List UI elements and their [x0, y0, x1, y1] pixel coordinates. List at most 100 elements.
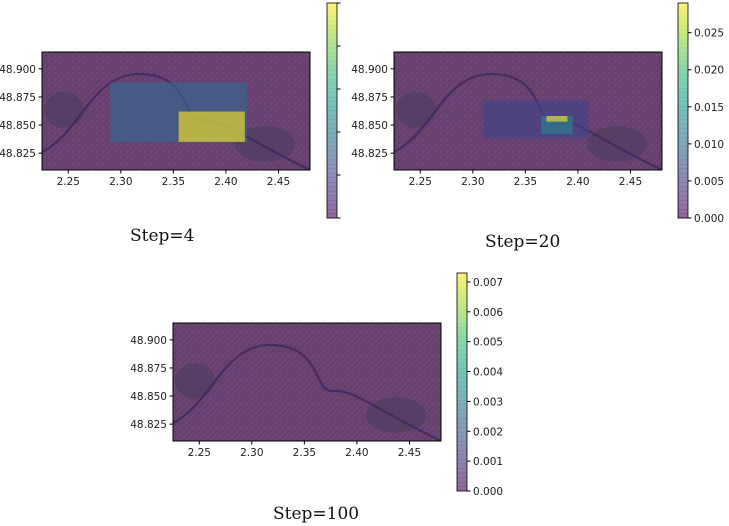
- y-tick-label: 48.875: [130, 363, 167, 375]
- colorbar-segment: [327, 88, 337, 93]
- colorbar-segment: [678, 3, 688, 8]
- colorbar-segment: [457, 427, 467, 433]
- colorbar-tick-label: 0.025: [694, 28, 724, 40]
- colorbar-segment: [457, 404, 467, 410]
- x-tick-label: 2.35: [293, 447, 316, 459]
- axes-frame: [172, 322, 442, 442]
- colorbar-segment: [327, 132, 337, 138]
- colorbar-segment: [457, 300, 467, 306]
- colorbar-segment: [327, 137, 337, 143]
- heat-cell: [546, 116, 568, 122]
- colorbar-segment: [678, 38, 688, 44]
- colorbar-segment: [457, 345, 467, 351]
- colorbar-segment: [327, 16, 337, 22]
- colorbar-tick-label: 0.010: [694, 139, 724, 151]
- colorbar-segment: [457, 359, 467, 365]
- colorbar-segment: [457, 413, 467, 419]
- colorbar-segment: [457, 395, 467, 401]
- colorbar-segment: [678, 195, 688, 201]
- map-background: [42, 52, 310, 170]
- colorbar-segment: [457, 350, 467, 356]
- x-tick-label: 2.45: [267, 176, 290, 188]
- colorbar-segment: [457, 304, 467, 310]
- heatmap-panel-step-4: 2.25 2.30 2.35 2.40 2.45 48.825 48.850 48.875 48…: [0, 2, 341, 219]
- river-line: [394, 72, 662, 170]
- colorbar-segment: [327, 106, 337, 111]
- colorbar-segment: [327, 141, 337, 147]
- colorbar-segment: [678, 65, 688, 71]
- colorbar-segment: [678, 43, 688, 49]
- colorbar-segment: [327, 155, 337, 161]
- colorbar-segment: [327, 200, 337, 205]
- colorbar-segment: [678, 20, 688, 26]
- colorbar-segment: [678, 177, 688, 183]
- x-tick-label: 2.35: [162, 176, 185, 188]
- heatmap-panel-step-20: 2.25 2.30 2.35 2.40 2.45 48.825 48.850 48.875 48…: [351, 2, 724, 225]
- colorbar-segment: [327, 43, 337, 49]
- colorbar-segment: [327, 182, 337, 187]
- colorbar-segment: [678, 119, 688, 125]
- colorbar-segment: [678, 155, 688, 161]
- park-area-west: [44, 92, 84, 128]
- colorbar-segment: [678, 146, 688, 152]
- colorbar-segment: [457, 332, 467, 337]
- colorbar-segment: [327, 110, 337, 116]
- colorbar-tick-label: 0.004: [473, 367, 503, 379]
- colorbar-segment: [457, 277, 467, 283]
- colorbar-segment: [678, 128, 688, 134]
- colorbar-segment: [327, 92, 337, 98]
- colorbar-segment: [457, 486, 467, 492]
- colorbar-segment: [678, 141, 688, 147]
- colorbar-segment: [678, 200, 688, 205]
- colorbar-segment: [327, 159, 337, 165]
- y-tick-label: 48.900: [351, 64, 388, 76]
- colorbar-segment: [457, 341, 467, 346]
- colorbar-segment: [457, 468, 467, 474]
- colorbar-tick-label: 0.000: [473, 486, 503, 498]
- colorbar-segment: [457, 459, 467, 465]
- colorbar-tick-label: 0.002: [473, 426, 503, 438]
- colorbar-segment: [327, 177, 337, 183]
- colorbar-segment: [678, 150, 688, 156]
- x-tick-label: 2.45: [619, 176, 642, 188]
- colorbar-segment: [327, 173, 337, 178]
- colorbar-segment: [678, 56, 688, 62]
- colorbar-segment: [327, 56, 337, 62]
- colorbar-segment: [457, 386, 467, 392]
- colorbar-segment: [678, 79, 688, 84]
- x-tick-label: 2.25: [57, 176, 80, 188]
- x-tick-label: 2.35: [514, 176, 537, 188]
- colorbar-segment: [327, 204, 337, 210]
- axes-frame: [393, 51, 663, 171]
- colorbar-segment: [678, 204, 688, 210]
- colorbar-segment: [678, 61, 688, 67]
- x-tick-label: 2.25: [409, 176, 432, 188]
- colorbar-segment: [457, 336, 467, 342]
- x-tick-label: 2.30: [109, 176, 132, 188]
- colorbar-segment: [678, 47, 688, 53]
- colorbar-tick-label: 0.006: [473, 307, 503, 319]
- colorbar-segment: [327, 168, 337, 174]
- colorbar-segment: [678, 52, 688, 58]
- colorbar-segment: [457, 286, 467, 292]
- colorbar-frame: [677, 2, 689, 219]
- colorbar-segment: [457, 454, 467, 460]
- colorbar-tick-label: 0.020: [694, 65, 724, 77]
- heatmap-panel-step-100: 2.25 2.30 2.35 2.40 2.45 48.825 48.850 48.875 48…: [130, 272, 503, 498]
- colorbar-segment: [678, 182, 688, 187]
- colorbar-segment: [327, 128, 337, 134]
- colorbar-segment: [678, 92, 688, 98]
- colorbar-segment: [457, 368, 467, 374]
- caption-step-4: Step=4: [130, 226, 195, 246]
- colorbar-segment: [327, 79, 337, 84]
- y-tick-label: 48.825: [351, 148, 388, 160]
- colorbar-segment: [327, 186, 337, 192]
- colorbar-segment: [327, 47, 337, 53]
- colorbar-segment: [678, 97, 688, 102]
- y-tick-label: 48.900: [130, 335, 167, 347]
- park-area-west: [175, 363, 215, 399]
- colorbar-segment: [327, 29, 337, 35]
- colorbar-tick-label: 0.015: [694, 102, 724, 114]
- colorbar-segment: [457, 313, 467, 319]
- colorbar-segment: [678, 137, 688, 143]
